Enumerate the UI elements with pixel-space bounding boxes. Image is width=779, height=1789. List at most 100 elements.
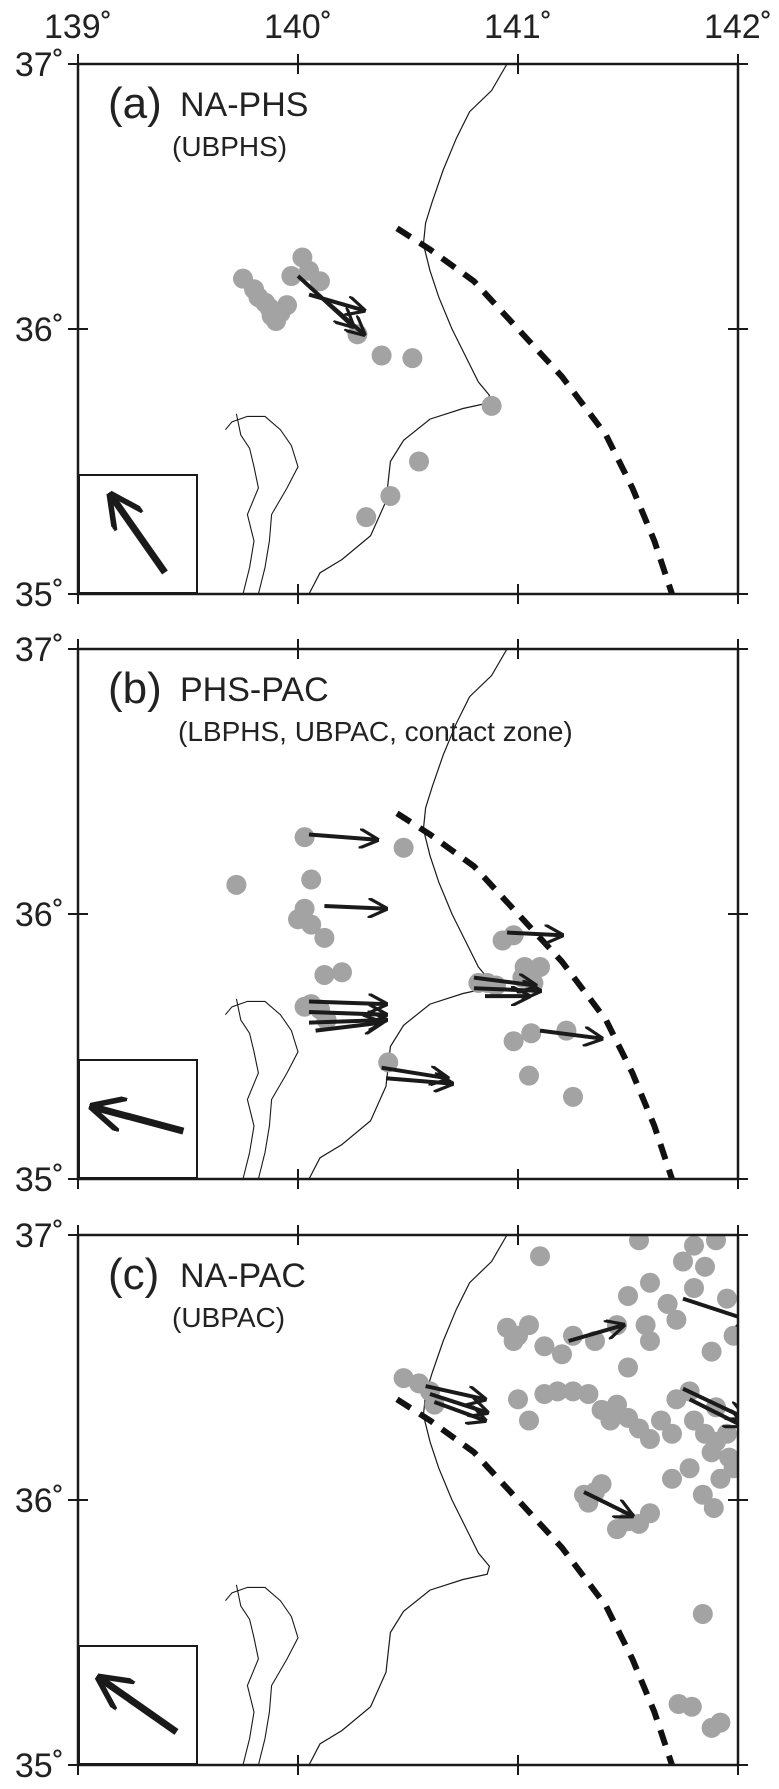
y-tick-label: 35˚ <box>15 1747 64 1785</box>
panel-letter: (c) <box>108 1250 159 1299</box>
slip-vector-arrow <box>323 298 364 334</box>
event-dot <box>723 1325 738 1346</box>
event-dot <box>380 485 401 506</box>
event-dot <box>393 1368 414 1389</box>
coastline-west <box>235 413 259 594</box>
coastline-bay <box>224 1000 299 1179</box>
event-dot <box>552 1344 572 1365</box>
map-content <box>224 649 675 1179</box>
event-dot <box>692 1484 713 1505</box>
event-dot <box>662 1423 682 1444</box>
event-dot <box>556 1020 577 1041</box>
slip-vector-arrow <box>324 906 386 909</box>
panel-title: PHS-PAC <box>180 671 329 709</box>
event-dot <box>684 1278 704 1298</box>
coastline-bay <box>224 415 299 594</box>
event-dot <box>547 1381 568 1402</box>
y-tick-label: 36˚ <box>15 311 64 349</box>
event-dot <box>424 1394 445 1415</box>
slip-vector-arrow <box>308 292 364 311</box>
event-dot <box>635 1315 656 1336</box>
panel-title: NA-PAC <box>180 1257 306 1295</box>
slip-vector-arrow <box>433 1400 485 1421</box>
event-dot <box>316 1010 337 1030</box>
panel-subtitle: (UBPHS) <box>172 131 287 162</box>
panel-subtitle: (LBPHS, UBPAC, contact zone) <box>178 716 573 747</box>
event-dot <box>519 1410 539 1431</box>
trench-line <box>395 225 675 594</box>
event-dot <box>503 1031 524 1052</box>
event-dot <box>356 507 377 528</box>
event-dot <box>591 1474 612 1495</box>
slip-vector-arrow <box>682 1296 738 1323</box>
event-dot <box>662 1468 682 1489</box>
event-dot <box>563 1381 583 1402</box>
x-tick-label: 142˚ <box>704 8 772 46</box>
event-dot <box>530 957 550 977</box>
event-dot <box>629 1235 649 1251</box>
y-tick-label: 36˚ <box>15 1482 64 1520</box>
trench-line <box>395 1396 675 1765</box>
trench-line <box>395 810 675 1179</box>
coastline-west <box>235 998 259 1179</box>
map-content <box>224 1235 738 1765</box>
slip-vector-arrow <box>539 1031 602 1039</box>
y-tick-label: 37˚ <box>15 46 64 84</box>
event-dot <box>618 1357 638 1378</box>
event-dot <box>563 1086 583 1107</box>
legend-arrow <box>99 1678 179 1735</box>
x-tick-label: 141˚ <box>484 8 552 46</box>
event-dot <box>706 1235 726 1251</box>
coastline-west <box>235 1584 259 1765</box>
event-dot <box>503 925 524 946</box>
event-dot <box>578 1384 599 1404</box>
event-dot <box>600 1410 621 1431</box>
event-dot <box>481 395 502 416</box>
event-dot <box>508 1389 528 1410</box>
event-dot <box>277 295 297 316</box>
event-dot <box>701 1442 722 1463</box>
event-dot <box>681 1696 702 1717</box>
event-dot <box>409 451 429 472</box>
slip-vector-arrow <box>688 1397 738 1426</box>
event-dot <box>703 1497 724 1518</box>
slip-vector-arrow <box>308 835 377 840</box>
x-tick-label: 139˚ <box>44 8 112 46</box>
y-tick-label: 35˚ <box>15 1161 64 1199</box>
event-dot <box>521 1023 542 1044</box>
event-dot <box>301 869 322 890</box>
panel-title: NA-PHS <box>180 86 308 124</box>
event-dot <box>294 827 315 848</box>
event-dot <box>679 1458 700 1479</box>
event-dot <box>301 914 322 935</box>
event-dot <box>692 1603 713 1624</box>
event-dot <box>640 1272 660 1293</box>
event-dot <box>607 1394 627 1415</box>
slip-vector-arrow <box>583 1490 632 1516</box>
event-dot <box>226 874 247 895</box>
event-dot <box>651 1410 671 1431</box>
slip-vector-arrow <box>308 1012 386 1015</box>
slip-vector-arrow <box>381 1068 448 1079</box>
event-dot <box>701 1341 722 1362</box>
y-tick-label: 37˚ <box>15 631 64 669</box>
coastline-bay <box>224 1586 299 1765</box>
event-dot <box>314 964 335 985</box>
event-dot <box>710 1712 731 1733</box>
event-dot <box>519 1065 539 1086</box>
y-tick-label: 36˚ <box>15 896 64 934</box>
event-dot <box>314 927 335 948</box>
panel-letter: (a) <box>108 79 162 128</box>
event-dot <box>710 1468 731 1489</box>
event-dot <box>281 266 302 286</box>
event-dot <box>310 271 330 292</box>
slip-vector-arrow <box>473 988 540 991</box>
event-dot <box>371 345 392 366</box>
panel-letter: (b) <box>108 664 162 713</box>
coastline <box>308 1235 508 1765</box>
panel-subtitle: (UBPAC) <box>172 1302 285 1333</box>
slip-vector-arrow <box>308 1001 386 1004</box>
panel-a: 35˚ 36˚ 37˚ (a) NA-PHS (UBPHS) <box>15 46 748 614</box>
slip-vector-arrow <box>506 933 562 936</box>
